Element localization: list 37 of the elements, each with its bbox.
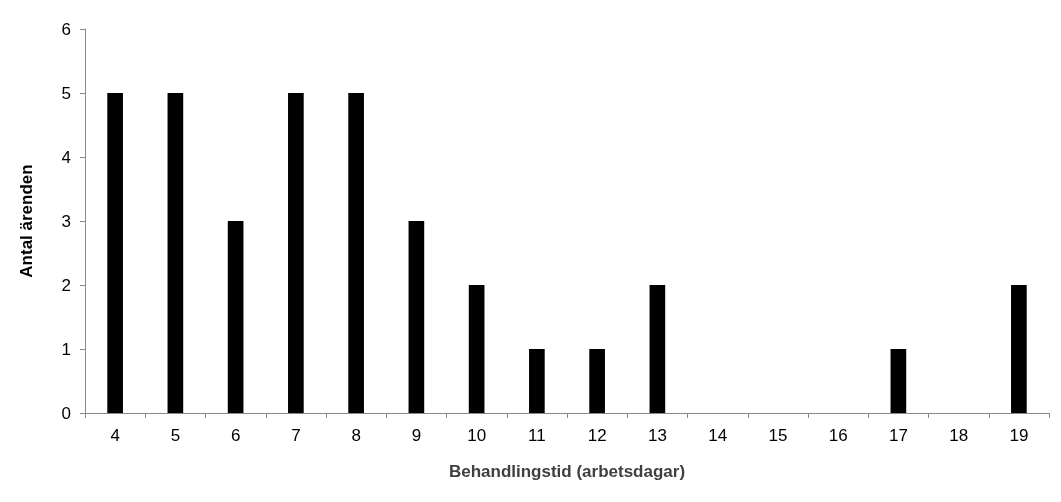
bar <box>529 349 545 413</box>
y-tick-label: 6 <box>61 19 71 39</box>
y-tick-label: 5 <box>61 83 71 103</box>
bar <box>468 285 485 413</box>
x-tick-label: 9 <box>411 426 422 445</box>
x-tick-label: 10 <box>467 426 487 445</box>
x-axis-title: Behandlingstid (arbetsdagar) <box>448 462 686 481</box>
x-tick-label: 19 <box>1009 426 1029 445</box>
x-tick-label: 4 <box>110 426 120 445</box>
bar <box>589 349 605 413</box>
y-tick-label: 3 <box>61 211 71 231</box>
bar <box>167 93 184 413</box>
x-tick-label: 13 <box>647 426 667 445</box>
x-tick-label: 12 <box>587 426 607 445</box>
x-tick-label: 8 <box>351 426 361 445</box>
x-tick-label: 11 <box>528 426 546 445</box>
bar <box>890 349 907 413</box>
y-tick-label: 2 <box>61 275 71 295</box>
bar <box>288 93 304 413</box>
y-axis-title: Antal ärenden <box>17 164 36 278</box>
bar <box>107 93 123 413</box>
bar <box>348 93 364 413</box>
bar <box>649 285 666 413</box>
bar <box>408 221 425 413</box>
x-tick-label: 5 <box>170 426 181 445</box>
bar <box>1011 285 1027 413</box>
x-tick-label: 7 <box>291 426 301 445</box>
x-tick-label: 17 <box>888 426 908 445</box>
x-tick-label: 18 <box>949 426 969 445</box>
x-tick-label: 15 <box>768 426 788 445</box>
x-tick-label: 14 <box>708 426 728 445</box>
x-tick-label: 16 <box>828 426 848 445</box>
y-tick-label: 0 <box>61 403 71 423</box>
bar <box>227 221 244 413</box>
x-tick-label: 6 <box>230 426 241 445</box>
y-tick-label: 1 <box>61 339 71 359</box>
y-tick-label: 4 <box>61 147 71 167</box>
